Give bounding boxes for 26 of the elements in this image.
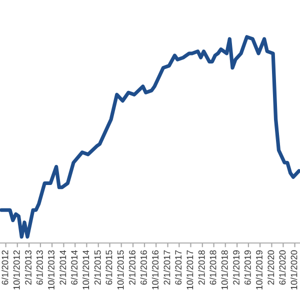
x-tick-label: 2/1/2018 [198, 250, 205, 285]
x-tick-label: 6/1/2015 [106, 250, 112, 285]
x-tick-label: 10/1/2016 [152, 250, 158, 290]
x-tick-label: 2/1/2016 [128, 250, 136, 285]
x-tick-label: 10/1/2018 [221, 250, 228, 290]
x-tick-label: 6/1/2019 [244, 250, 251, 285]
x-tick-label: 6/1/2014 [70, 250, 78, 285]
x-tick-label: 10/1/2012 [13, 250, 20, 290]
x-tick-label: 6/1/2012 [2, 250, 8, 285]
x-tick-label: 10/1/2015 [117, 250, 124, 290]
x-tick-label: 10/1/2014 [82, 250, 90, 290]
x-tick-label: 10/1/2013 [48, 250, 54, 290]
x-tick-label: 10/1/2020 [290, 250, 298, 290]
x-tick-label: 10/1/2017 [186, 250, 194, 290]
x-tick-label: 6/1/2013 [36, 250, 43, 285]
x-tick-label: 2/1/2013 [24, 250, 32, 285]
x-tick-label: 2/1/2017 [164, 250, 170, 285]
x-tick-label: 10/1/2019 [256, 250, 262, 290]
x-tick-label: 2/1/2019 [232, 250, 240, 285]
x-tick-label: 6/1/2017 [174, 250, 182, 285]
x-tick-label: 6/1/2020 [278, 250, 286, 285]
x-tick-label: 2/1/2020 [268, 250, 274, 285]
x-tick-label: 2/1/2014 [59, 250, 66, 285]
x-tick-label: 6/1/2018 [210, 250, 216, 285]
x-tick-label: 6/1/2016 [140, 250, 147, 285]
x-tick-label: 2/1/2015 [94, 250, 101, 285]
